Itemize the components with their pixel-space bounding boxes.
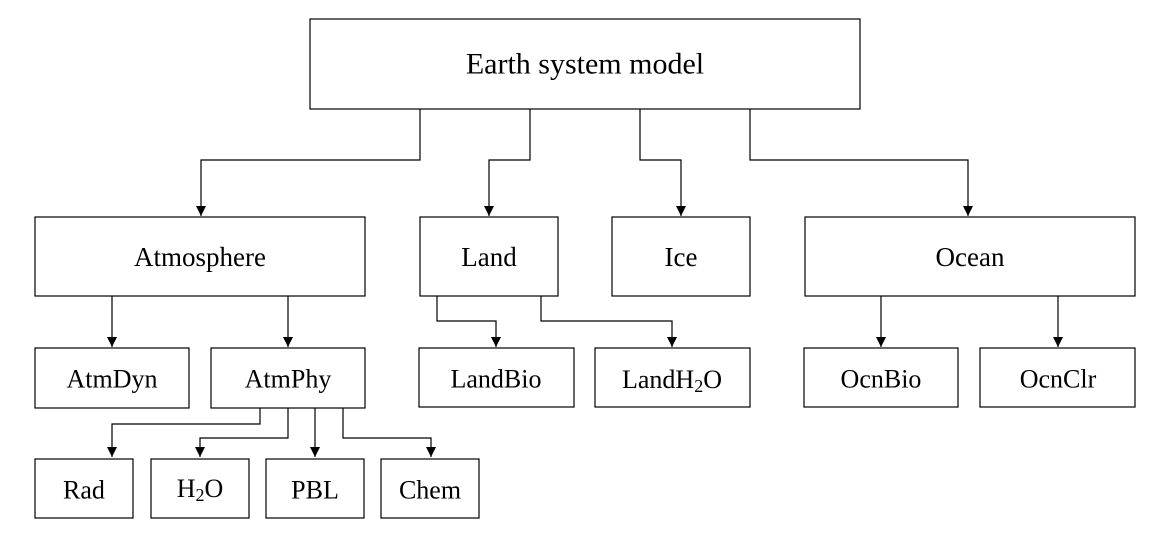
connector-atmphy-rad xyxy=(107,408,261,457)
node-pbl: PBL xyxy=(265,458,365,519)
connector-root-ocean xyxy=(749,109,973,216)
node-ice: Ice xyxy=(611,216,751,297)
node-chem: Chem xyxy=(380,458,480,519)
node-label: Land xyxy=(461,242,517,272)
connectors xyxy=(107,109,1063,457)
node-h2o: H2O xyxy=(150,458,250,519)
connector-land-landbio xyxy=(436,296,501,347)
node-landh2o: LandH2O xyxy=(594,347,751,408)
connector-root-atmosphere xyxy=(196,109,421,216)
connector-atmphy-h2o xyxy=(195,408,289,457)
node-label: OcnBio xyxy=(841,365,922,394)
node-label: LandBio xyxy=(451,365,542,394)
node-label: Ocean xyxy=(936,242,1005,272)
node-label: Earth system model xyxy=(466,48,704,81)
connector-land-landh2o xyxy=(540,296,677,347)
node-atmphy: AtmPhy xyxy=(210,347,366,409)
node-label: AtmPhy xyxy=(245,365,332,394)
connector-root-ice xyxy=(639,109,686,216)
node-label: AtmDyn xyxy=(67,365,158,394)
node-earth-system-model: Earth system model xyxy=(309,18,861,110)
node-label: LandH2O xyxy=(622,365,722,397)
node-ocean: Ocean xyxy=(804,216,1136,297)
node-label: H2O xyxy=(177,474,224,506)
label-tail: O xyxy=(703,365,722,394)
connector-root-land xyxy=(484,109,531,216)
node-label: Rad xyxy=(63,476,105,505)
node-landbio: LandBio xyxy=(418,347,575,408)
connector-atmphy-chem xyxy=(342,408,436,457)
node-label: PBL xyxy=(291,476,339,505)
node-ocnbio: OcnBio xyxy=(803,347,959,408)
label-main: H xyxy=(177,474,196,503)
node-label: Chem xyxy=(399,476,461,505)
node-land: Land xyxy=(419,216,559,297)
label-subscript: 2 xyxy=(694,376,703,396)
label-main: LandH xyxy=(622,365,694,394)
node-label: Atmosphere xyxy=(134,242,266,272)
label-subscript: 2 xyxy=(196,485,205,505)
label-tail: O xyxy=(205,474,224,503)
node-rad: Rad xyxy=(34,458,134,519)
node-label: OcnClr xyxy=(1020,365,1097,394)
node-label: Ice xyxy=(665,242,698,272)
node-ocnclr: OcnClr xyxy=(979,347,1136,408)
node-atmdyn: AtmDyn xyxy=(34,347,190,409)
node-atmosphere: Atmosphere xyxy=(34,216,366,297)
